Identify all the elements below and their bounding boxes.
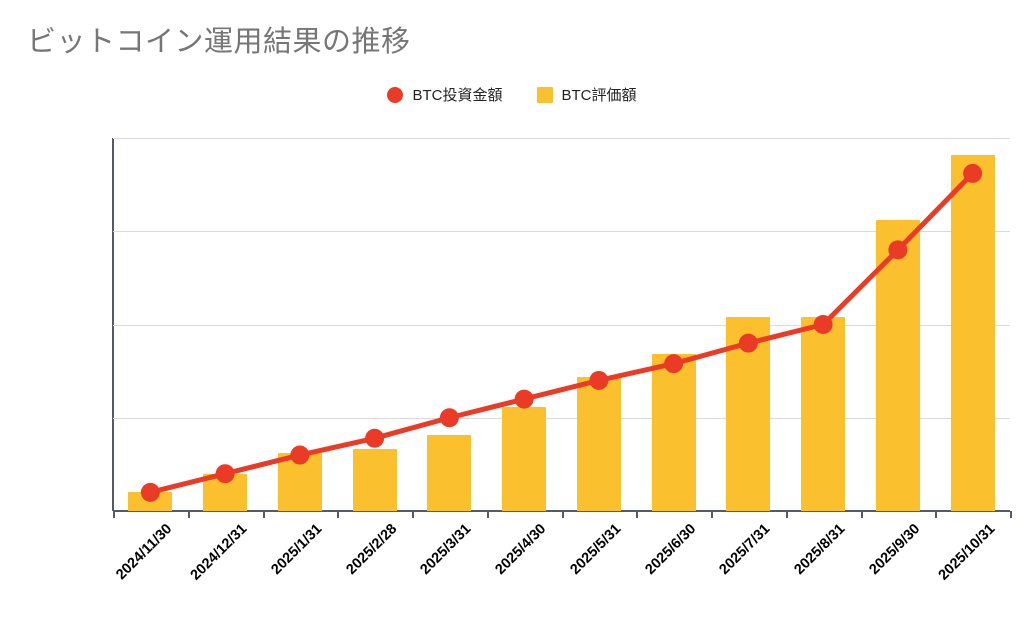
bar[interactable] <box>651 354 696 511</box>
x-axis-tick <box>113 511 115 518</box>
x-axis-tick <box>187 511 190 518</box>
x-axis-tick <box>561 511 564 518</box>
gridline <box>113 417 1010 419</box>
plot-area: ¥0¥25,000¥50,000¥75,000¥100,0002024/11/3… <box>112 138 1012 584</box>
line-data-point[interactable]: 2025/2/28 BTC投資金額: 19500 <box>365 428 385 448</box>
bar[interactable] <box>502 406 547 511</box>
bar[interactable] <box>950 154 995 511</box>
x-axis-tick <box>785 511 788 518</box>
line-data-point[interactable]: 2025/4/30 BTC投資金額: 30000 <box>514 389 534 409</box>
x-axis-tick <box>935 511 938 518</box>
legend-label-btc-valuation: BTC評価額 <box>561 87 637 104</box>
chart-legend: BTC投資金額 BTC評価額 <box>0 84 1024 105</box>
line-data-point[interactable]: 2025/10/31 BTC投資金額: 90500 <box>963 163 983 183</box>
line-data-point[interactable]: 2025/3/31 BTC投資金額: 25000 <box>439 408 459 428</box>
bar[interactable] <box>352 449 397 511</box>
line-data-point[interactable]: 2025/9/30 BTC投資金額: 70000 <box>888 240 908 260</box>
line-data-point[interactable]: 2024/11/30 BTC投資金額: 5000 <box>140 482 160 502</box>
gridline <box>113 324 1010 326</box>
line-data-point[interactable]: 2025/5/31 BTC投資金額: 35000 <box>589 370 609 390</box>
x-axis-tick <box>337 511 340 518</box>
x-axis-tick <box>486 511 489 518</box>
line-data-point[interactable]: 2024/12/31 BTC投資金額: 10000 <box>215 464 235 484</box>
bar[interactable] <box>427 434 472 511</box>
x-axis-tick <box>711 511 713 518</box>
x-axis-tick <box>636 511 639 518</box>
line-data-point[interactable]: 2025/6/30 BTC投資金額: 39500 <box>664 354 684 374</box>
bar[interactable] <box>801 317 846 511</box>
x-axis-tick <box>1010 511 1012 518</box>
legend-item-btc-valuation[interactable]: BTC評価額 <box>536 84 637 105</box>
line-data-point[interactable]: 2025/8/31 BTC投資金額: 50000 <box>813 315 833 334</box>
legend-circle-marker-icon <box>387 86 404 103</box>
line-series-overlay: 2024/11/30 BTC投資金額: 5000 2024/12/31 BTC投資… <box>140 163 983 502</box>
x-axis-tick <box>262 511 265 518</box>
line-data-point[interactable]: 2025/7/31 BTC投資金額: 45000 <box>738 333 758 353</box>
bar[interactable] <box>576 376 621 511</box>
chart-title: ビットコイン運用結果の推移 <box>27 26 411 58</box>
legend-label-btc-investment: BTC投資金額 <box>412 87 503 104</box>
bar[interactable] <box>875 220 920 511</box>
x-axis-tick <box>860 511 863 518</box>
gridline <box>113 231 1010 233</box>
line-path <box>147 170 976 495</box>
gridline <box>113 138 1010 139</box>
line-data-point[interactable]: 2025/1/31 BTC投資金額: 15000 <box>290 445 310 465</box>
x-axis-tick <box>412 511 414 518</box>
legend-item-btc-investment[interactable]: BTC投資金額 <box>387 84 503 105</box>
legend-square-marker-icon <box>536 86 553 103</box>
